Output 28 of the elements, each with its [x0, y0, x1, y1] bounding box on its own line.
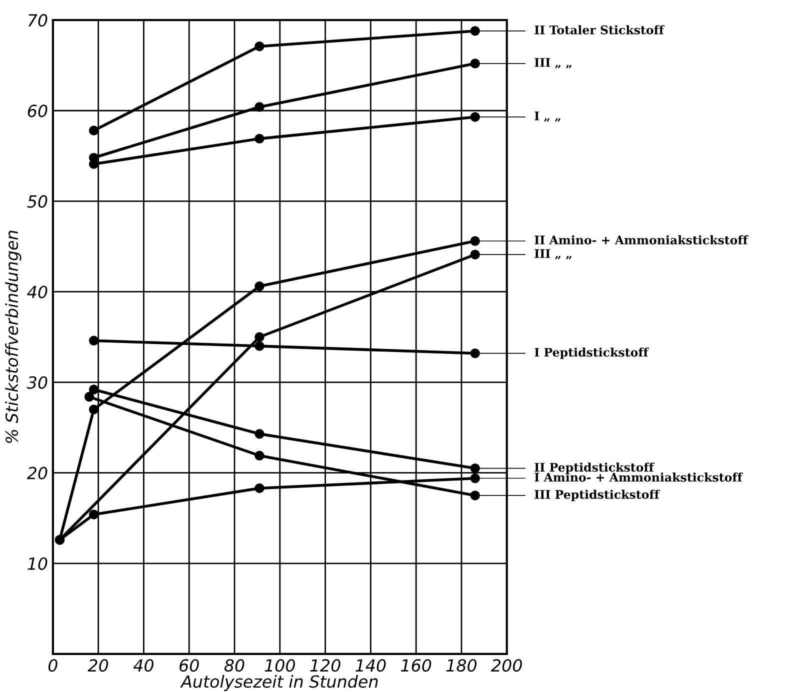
- legend-label: II Totaler Stickstoff: [534, 25, 665, 34]
- x-tick-label: 80: [224, 659, 244, 672]
- legend-label: I Peptidstickstoff: [534, 348, 649, 360]
- x-axis-title: Autolysezeit in Stunden: [180, 674, 378, 692]
- legend-label: I „ „: [534, 112, 560, 122]
- y-tick-label: 60: [28, 104, 48, 118]
- x-tick-label: 0: [48, 659, 58, 672]
- x-tick-label: 200: [491, 659, 522, 672]
- y-tick-label: 10: [28, 557, 48, 570]
- x-tick-label: 20: [88, 659, 108, 672]
- x-tick-label: 100: [264, 659, 295, 672]
- legend-label: III Peptidstickstoff: [534, 490, 660, 502]
- x-tick-label: 60: [180, 659, 199, 672]
- legend-label: I Amino- + Ammoniakstickstoff: [534, 472, 743, 482]
- x-tick-label: 120: [310, 659, 340, 672]
- x-tick-label: 180: [446, 659, 477, 672]
- x-tick-label: 160: [400, 659, 432, 672]
- y-tick-label: 70: [28, 14, 48, 27]
- legend-label: III „ „: [534, 58, 572, 68]
- x-tick-label: 40: [133, 659, 154, 672]
- legend-label: III „ „: [534, 249, 572, 260]
- y-tick-label: 20: [26, 466, 48, 480]
- x-tick-label: 140: [356, 659, 386, 672]
- y-tick-label: 50: [27, 195, 48, 208]
- y-tick-label: 40: [27, 286, 48, 298]
- y-tick-label: 30: [26, 376, 48, 389]
- y-axis-title: % Stickstoffverbindungen: [5, 230, 22, 443]
- legend-label: II Amino- + Ammoniakstickstoff: [534, 235, 748, 244]
